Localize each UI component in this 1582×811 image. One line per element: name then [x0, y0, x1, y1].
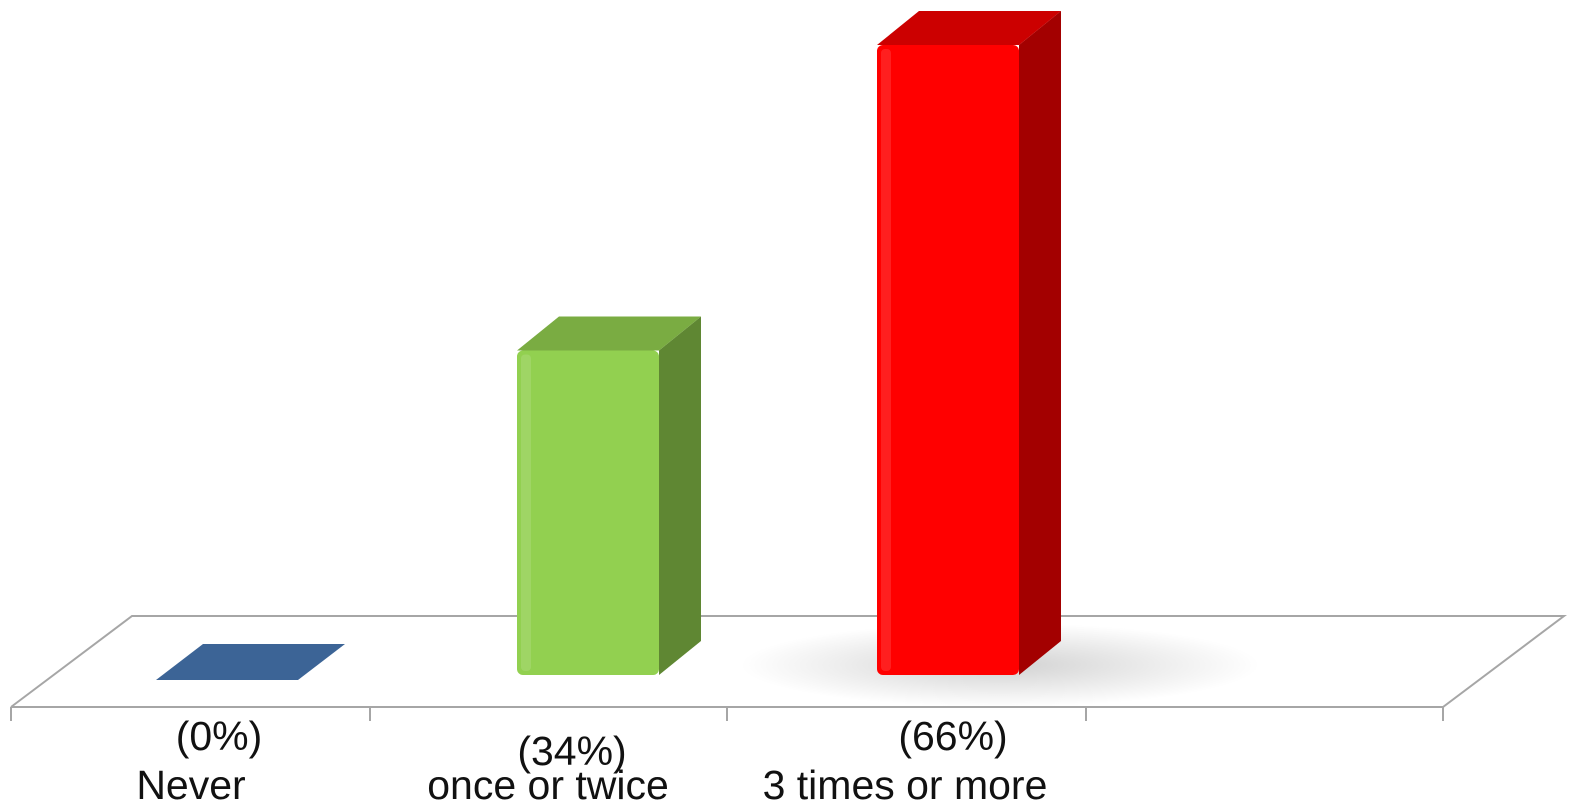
bar-front-face [517, 350, 659, 675]
bar-top-face [156, 644, 345, 680]
bars-group [156, 11, 1061, 680]
percent-label: (66%) [898, 713, 1008, 759]
bar-top-face [517, 316, 701, 351]
bar-highlight [881, 49, 891, 671]
percent-label: (34%) [517, 728, 627, 774]
bar-side-face [1019, 11, 1061, 675]
bar-2 [517, 316, 701, 675]
percent-label: (0%) [175, 713, 263, 759]
bar-side-face [659, 316, 701, 675]
bar-front-face [877, 45, 1019, 675]
bar-3 [877, 11, 1061, 675]
bar-top-face [877, 11, 1061, 45]
x-tick-label: 3 times or more [762, 762, 1048, 808]
bar-highlight [521, 354, 531, 671]
floor-outline [10, 615, 1567, 708]
x-tick-label: Never [136, 762, 246, 808]
x-tick-label: once or twice [427, 762, 669, 808]
bar-1 [156, 644, 345, 680]
